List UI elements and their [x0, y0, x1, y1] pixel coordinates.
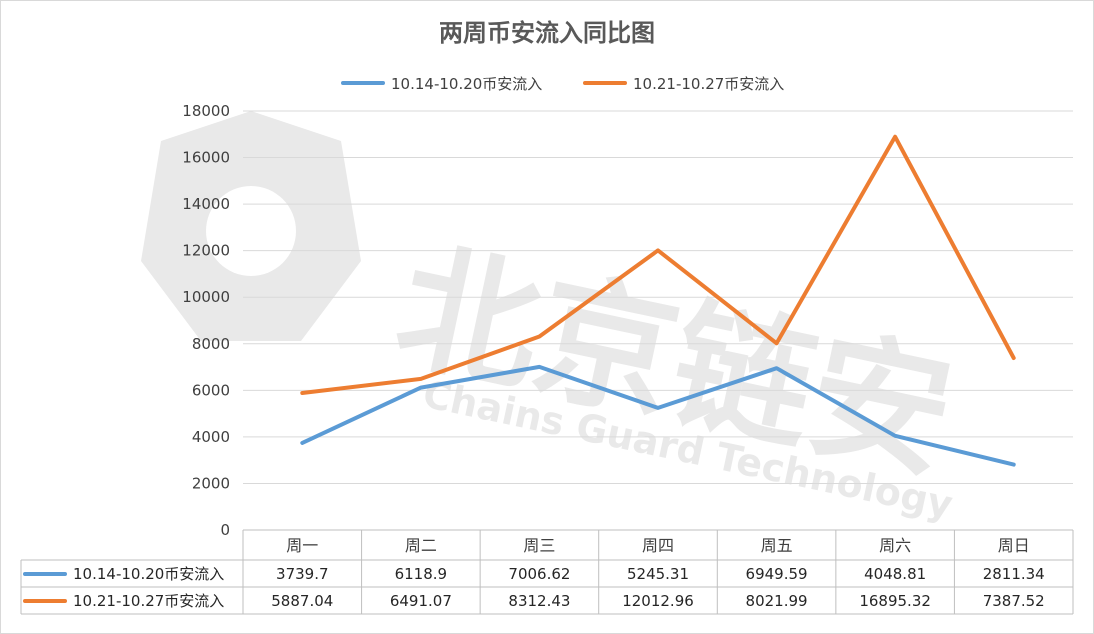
y-tick-label: 6000	[192, 381, 230, 399]
watermark: 北京链安 Chains Guard Technology	[141, 111, 966, 527]
data-table: 10.14-10.20币安流入 10.21-10.27币安流入 周一 周二 周三 周四…	[20, 529, 1074, 615]
y-tick-label: 16000	[182, 149, 230, 167]
legend: 10.14-10.20币安流入 10.21-10.27币安流入	[341, 75, 784, 93]
table-value-cell: 5245.31	[627, 565, 689, 583]
table-value-cell: 4048.81	[864, 565, 926, 583]
table-value-cell: 3739.7	[276, 565, 329, 583]
chart-title: 两周币安流入同比图	[439, 18, 655, 47]
table-value-cell: 7387.52	[983, 592, 1045, 610]
x-category-label: 周二	[405, 536, 437, 555]
y-tick-label: 18000	[182, 102, 230, 120]
gridlines	[243, 110, 1073, 484]
table-values: 3739.7 6118.9 7006.62 5245.31 6949.59 4048.81…	[271, 565, 1044, 610]
x-category-label: 周五	[761, 536, 793, 555]
legend-label-series-1: 10.14-10.20币安流入	[391, 75, 542, 93]
table-row-label-series-1: 10.14-10.20币安流入	[73, 565, 224, 583]
watermark-logo	[141, 111, 361, 341]
y-axis-ticks: 0 2000 4000 6000 8000 10000 12000 14000 16000 180…	[182, 102, 230, 539]
table-value-cell: 2811.34	[983, 565, 1045, 583]
table-value-cell: 12012.96	[622, 592, 694, 610]
y-tick-label: 14000	[182, 195, 230, 213]
table-row-label-series-2: 10.21-10.27币安流入	[73, 592, 224, 610]
y-tick-label: 0	[220, 521, 230, 539]
table-value-cell: 5887.04	[271, 592, 333, 610]
table-value-cell: 16895.32	[859, 592, 931, 610]
table-value-cell: 6949.59	[746, 565, 808, 583]
y-tick-label: 2000	[192, 474, 230, 492]
table-value-cell: 6118.9	[395, 565, 448, 583]
table-value-cell: 8021.99	[746, 592, 808, 610]
x-category-label: 周一	[286, 536, 318, 555]
x-category-label: 周六	[879, 536, 911, 555]
table-category-headers: 周一 周二 周三 周四 周五 周六 周日	[286, 536, 1029, 555]
table-value-cell: 8312.43	[508, 592, 570, 610]
watermark-logo-hole	[206, 186, 296, 276]
x-category-label: 周三	[523, 536, 555, 555]
legend-item-series-1: 10.14-10.20币安流入	[341, 75, 542, 93]
table-value-cell: 7006.62	[508, 565, 570, 583]
x-category-label: 周日	[998, 536, 1030, 555]
table-row-series-2: 10.21-10.27币安流入	[23, 592, 224, 610]
series-line-1	[300, 364, 1016, 467]
legend-item-series-2: 10.21-10.27币安流入	[583, 75, 784, 93]
y-tick-label: 8000	[192, 335, 230, 353]
y-tick-label: 12000	[182, 242, 230, 260]
legend-label-series-2: 10.21-10.27币安流入	[633, 75, 784, 93]
series-lines	[300, 134, 1016, 467]
y-tick-label: 10000	[182, 288, 230, 306]
y-tick-label: 4000	[192, 428, 230, 446]
x-category-label: 周四	[642, 536, 674, 555]
table-value-cell: 6491.07	[390, 592, 452, 610]
series-line-2	[300, 134, 1016, 395]
table-row-series-1: 10.14-10.20币安流入	[23, 565, 224, 583]
table-column-dividers	[242, 530, 1074, 614]
